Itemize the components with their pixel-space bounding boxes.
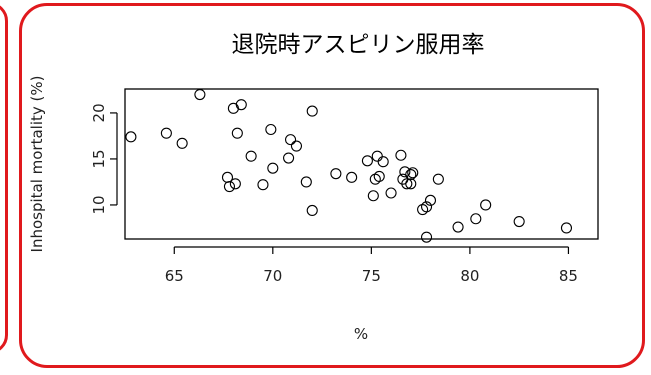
- x-axis: 65 70 75 80 85: [165, 246, 578, 285]
- data-point: [367, 190, 379, 202]
- data-point: [424, 194, 437, 206]
- data-points: [125, 88, 573, 243]
- data-point: [346, 171, 358, 183]
- chart-panel-border: [19, 3, 645, 368]
- data-point: [265, 123, 277, 136]
- x-tick-label: 85: [559, 267, 578, 285]
- data-point: [283, 152, 295, 164]
- data-point: [257, 179, 269, 191]
- data-point: [385, 187, 397, 199]
- data-point: [245, 150, 257, 162]
- data-point: [235, 99, 247, 111]
- data-point: [284, 134, 297, 146]
- data-point: [560, 222, 573, 234]
- data-point: [194, 88, 206, 101]
- data-point: [405, 169, 417, 181]
- x-tick-label: 70: [263, 267, 282, 285]
- x-tick-label: 75: [362, 267, 381, 285]
- data-point: [267, 162, 279, 174]
- data-point: [480, 199, 492, 211]
- data-point: [227, 102, 239, 114]
- data-point: [452, 221, 464, 233]
- data-point: [377, 156, 389, 168]
- data-point: [223, 180, 236, 193]
- y-tick-label: 20: [90, 103, 108, 122]
- data-point: [125, 131, 137, 143]
- x-tick-label: 80: [460, 267, 479, 285]
- x-tick-label: 65: [165, 267, 184, 285]
- data-point: [231, 127, 243, 139]
- data-point: [361, 155, 373, 167]
- y-tick-label: 15: [90, 149, 108, 168]
- y-tick-label: 10: [90, 195, 108, 214]
- data-point: [306, 204, 318, 217]
- data-point: [399, 166, 411, 178]
- chart-title: 退院時アスピリン服用率: [232, 32, 485, 58]
- y-axis: 10 15 20: [90, 103, 118, 214]
- data-point: [432, 173, 444, 185]
- plot-area-frame: [124, 88, 599, 240]
- data-point: [330, 168, 342, 180]
- x-axis-label: %: [354, 325, 368, 343]
- data-point: [420, 201, 433, 213]
- data-point: [470, 213, 482, 225]
- data-point: [306, 105, 318, 117]
- y-axis-label: Inhospital mortality (%): [28, 76, 46, 253]
- data-point: [513, 215, 525, 228]
- data-point: [373, 170, 385, 182]
- data-point: [290, 140, 303, 152]
- data-point: [395, 149, 407, 161]
- data-point: [420, 231, 433, 243]
- data-point: [176, 137, 188, 149]
- data-point: [160, 127, 172, 139]
- data-point: [371, 150, 383, 162]
- data-point: [401, 178, 413, 190]
- data-point: [407, 167, 419, 179]
- data-point: [229, 178, 241, 190]
- data-point: [300, 176, 312, 188]
- data-point: [405, 178, 417, 190]
